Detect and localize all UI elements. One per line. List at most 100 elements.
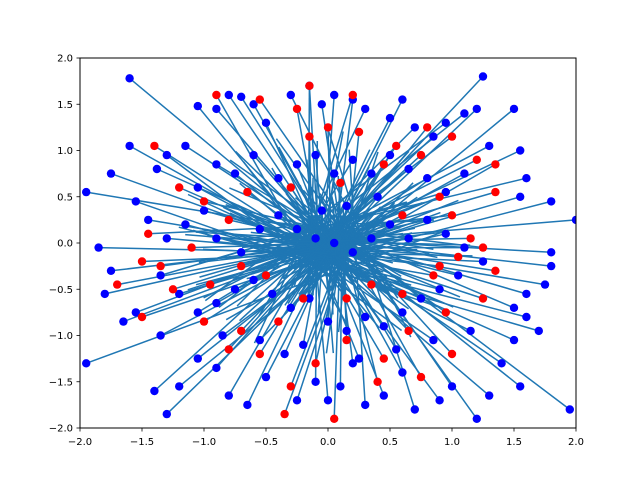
red-point (156, 261, 165, 271)
connection-lines (85, 75, 576, 420)
red-point (379, 160, 388, 169)
red-point (472, 155, 481, 164)
red-point (199, 197, 209, 206)
blue-point (286, 90, 295, 100)
blue-point (82, 359, 91, 368)
red-point (373, 377, 382, 386)
red-point (175, 183, 184, 192)
blue-point (249, 100, 258, 109)
y-axis: −2.0 −1.5 −1.0 −0.5 0.0 0.5 1.0 1.5 2.0 (49, 54, 80, 435)
blue-point (175, 289, 184, 299)
connection-line (262, 225, 484, 300)
connection-line (214, 240, 440, 267)
blue-point (181, 220, 190, 229)
blue-point (131, 197, 140, 206)
blue-point (317, 100, 326, 109)
red-point (255, 95, 264, 104)
connection-line (215, 94, 350, 328)
y-tick-label: −0.5 (49, 285, 73, 296)
blue-point (392, 345, 401, 354)
connection-line (330, 195, 379, 382)
x-tick-label: −1.5 (130, 437, 154, 448)
blue-point (131, 308, 140, 317)
blue-point (311, 234, 320, 243)
red-point (336, 178, 345, 188)
red-point (354, 127, 364, 137)
red-point (392, 141, 401, 151)
blue-point (367, 169, 376, 178)
blue-point (565, 405, 574, 414)
red-point (292, 104, 302, 114)
blue-point (547, 248, 556, 257)
blue-point (243, 400, 252, 410)
red-point (429, 271, 438, 280)
connection-line (141, 211, 452, 318)
blue-point (342, 326, 351, 336)
red-point (199, 317, 209, 326)
blue-point (237, 248, 246, 257)
blue-point (354, 354, 364, 363)
blue-point (435, 285, 444, 294)
red-point (404, 326, 413, 336)
blue-point (385, 150, 395, 160)
red-point (342, 335, 351, 345)
blue-point (336, 382, 345, 391)
blue-point (237, 92, 246, 102)
y-tick-label: −1.0 (49, 331, 73, 342)
blue-point (274, 211, 283, 220)
blue-point (509, 335, 519, 345)
red-point (224, 215, 233, 225)
blue-point (144, 215, 153, 225)
blue-point (460, 169, 469, 178)
blue-point (435, 396, 444, 405)
blue-point (193, 183, 202, 192)
connection-line (228, 150, 410, 350)
red-point (441, 308, 450, 317)
blue-point (398, 308, 407, 317)
blue-point (441, 229, 450, 238)
blue-point (472, 104, 481, 114)
blue-point (230, 169, 240, 178)
red-point (491, 160, 500, 169)
blue-point (249, 150, 258, 160)
red-point (416, 150, 426, 160)
red-point (435, 261, 444, 271)
connection-line (327, 128, 416, 410)
blue-point (212, 104, 221, 114)
connection-line (303, 220, 410, 332)
blue-point (441, 187, 450, 197)
blue-point (268, 289, 277, 299)
red-point (398, 289, 407, 299)
connection-line (296, 108, 331, 292)
blue-point (311, 150, 320, 160)
blue-point (454, 271, 463, 280)
blue-point (125, 74, 134, 83)
blue-point (181, 141, 190, 151)
blue-point (162, 409, 171, 419)
red-point (478, 294, 488, 303)
blue-point (429, 335, 438, 345)
red-point (416, 372, 426, 382)
red-point (330, 414, 339, 423)
blue-point (150, 386, 159, 396)
red-point (435, 192, 444, 201)
blue-point (348, 155, 357, 164)
blue-point (193, 354, 202, 363)
data-points (82, 72, 576, 423)
blue-point (292, 224, 302, 234)
red-point (237, 326, 246, 336)
x-tick-label: −0.5 (254, 437, 278, 448)
blue-point (522, 312, 531, 322)
blue-point (106, 266, 116, 275)
red-point (305, 132, 314, 141)
blue-point (249, 275, 258, 285)
red-point (274, 317, 283, 326)
red-point (398, 211, 407, 220)
blue-point (410, 123, 419, 132)
blue-point (212, 234, 221, 243)
y-tick-label: −1.5 (49, 377, 73, 388)
red-point (286, 382, 295, 391)
blue-point (516, 146, 525, 155)
blue-point (224, 90, 233, 100)
